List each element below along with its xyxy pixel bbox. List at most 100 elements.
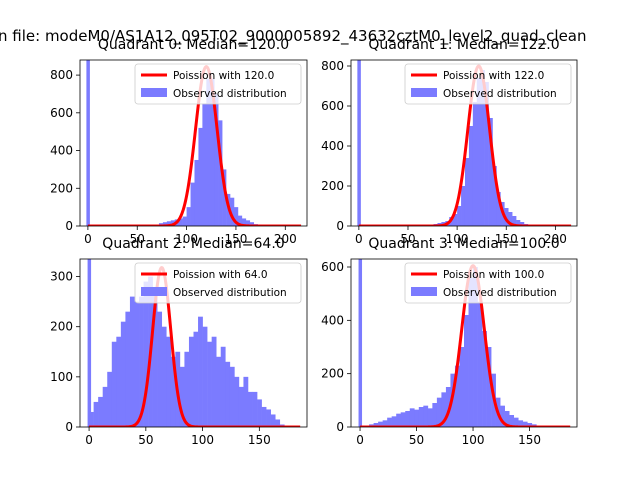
x-tick-label: 200 [274,232,297,246]
x-tick-label: 150 [224,232,247,246]
legend-box [404,63,572,105]
y-tick-label: 100 [50,370,73,384]
histogram-bar [476,78,482,226]
histogram-bar [214,93,219,226]
histogram-bar [432,403,438,427]
x-tick-label: 0 [355,232,363,246]
histogram-bar [237,215,243,226]
histogram-bar [512,216,517,226]
legend-label-poisson: Poission with 64.0 [173,269,268,281]
y-tick-label: 0 [65,219,73,233]
histogram-bar [216,356,222,427]
axes-frame [79,59,308,227]
plot-area [357,60,573,226]
x-tick-label: 50 [409,433,424,447]
legend-box [404,262,572,304]
histogram-bar [457,206,462,226]
histogram-bar [202,326,208,427]
x-tick-label: 150 [518,433,541,447]
histogram-bar [182,216,187,226]
x-tick-label: 150 [248,433,271,447]
histogram-bar [468,277,474,427]
histogram-bar [134,301,140,427]
histogram-bar [445,387,451,427]
x-tick-label: 150 [495,232,518,246]
histogram-bar [423,405,429,427]
subplot-2: Quadrant 2: Median=64.0 0 50 100 150 0 100 200 3… [50,236,308,447]
poisson-curve [86,65,303,226]
histogram-bar [468,126,474,226]
histogram-bar [116,336,122,427]
histogram-bar [152,291,158,427]
histogram-bar [179,366,185,427]
histogram-bar [225,361,231,427]
histogram-bar [190,182,195,226]
figure-suptitle: n file: modeM0/AS1A12_095T02_9000005892_… [0,27,587,46]
histogram-bar [220,346,226,427]
poisson-curve [357,64,573,226]
histogram-bar [400,412,406,427]
axes-frame [79,258,308,428]
histogram-bar [125,311,131,427]
subplot-title: Quadrant 1: Median=122.0 [368,37,559,53]
histogram-bar [461,186,466,226]
histogram-bar [184,351,190,427]
histogram-bar [508,212,513,226]
histogram-bar [120,321,126,427]
y-tick-label: 400 [50,144,73,158]
histogram-bar [484,82,489,226]
y-tick-label: 400 [321,139,344,153]
histogram-bar [454,365,460,427]
histogram-bar [157,311,163,427]
histogram-bar [516,220,521,226]
histogram-bar [414,409,420,427]
histogram-bar [111,341,117,427]
histogram-bar [488,118,493,226]
histogram-bar [409,408,415,427]
histogram-bar [230,197,235,226]
subplot-title: Quadrant 2: Median=64.0 [102,236,284,252]
y-tick-label: 400 [321,313,344,327]
histogram-bar [166,336,172,427]
x-tick-label: 100 [446,232,469,246]
legend: Poission with 64.0 Observed distribution [134,262,302,304]
legend-label-observed: Observed distribution [173,287,287,299]
histogram-bar-zero [87,259,92,427]
histogram-bar [238,386,244,427]
histogram-bar [441,392,447,427]
histogram-bar [129,296,135,427]
histogram-bar [243,376,249,427]
histogram-bar [229,366,235,427]
histogram-bar [166,221,172,226]
histogram-bar [480,70,485,226]
histogram-bar [170,356,176,427]
histogram-bar [275,419,281,427]
x-tick-label: 200 [544,232,567,246]
legend: Poission with 122.0 Observed distribution [404,63,572,105]
histogram-bar [161,326,167,427]
histogram-bar [241,218,247,226]
histogram-bar [464,315,469,427]
subplot-0: Quadrant 0: Median=120.0 0 50 100 150 200 0 200… [50,37,308,246]
histogram-bar-zero [358,259,363,427]
histogram-bar [233,207,239,226]
histogram-bar [405,411,411,427]
y-tick-label: 0 [336,219,344,233]
histogram-bar [472,102,478,226]
subplot-3: Quadrant 3: Median=100.0 0 50 100 150 0 200 400… [321,236,578,447]
histogram-bar [418,407,424,427]
histogram-bar [261,406,267,427]
histogram-bar [188,336,194,427]
legend-box [134,63,302,105]
y-tick-label: 200 [321,367,344,381]
histogram-bar-zero [86,60,90,226]
histogram-bar [257,399,262,427]
histogram-bar [464,158,470,226]
histogram-bar [193,331,199,427]
legend-label-observed: Observed distribution [443,88,557,100]
histogram-bar [211,336,217,427]
y-tick-label: 800 [50,68,73,82]
histogram-bar [520,222,525,226]
subplot-grid: Quadrant 0: Median=120.0 0 50 100 150 200 0 200… [50,37,578,447]
